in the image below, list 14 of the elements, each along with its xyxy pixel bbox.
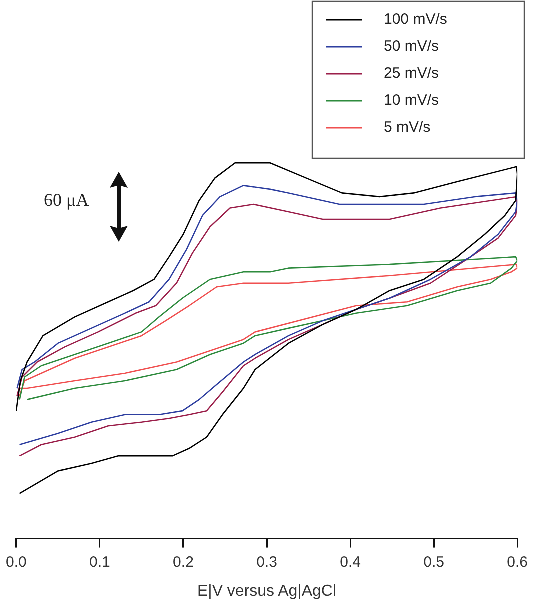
- x-tick-label: 0.0: [6, 554, 27, 571]
- legend-label: 50 mV/s: [384, 38, 440, 56]
- legend-label: 10 mV/s: [384, 92, 440, 110]
- legend-label: 5 mV/s: [384, 119, 431, 136]
- legend-label: 100 mV/s: [384, 11, 448, 28]
- x-tick-label: 0.1: [90, 554, 110, 571]
- annotation: 60 μA: [44, 190, 90, 211]
- x-tick-label: 0.3: [256, 554, 278, 571]
- x-tick-label: 0.5: [424, 554, 444, 571]
- x-tick-label: 0.2: [173, 554, 194, 571]
- x-tick-label: 0.6: [507, 554, 528, 571]
- x-axis-title: E|V versus Ag|AgCl: [197, 582, 337, 600]
- x-tick-label: 0.4: [340, 554, 361, 571]
- legend-label: 25 mV/s: [384, 65, 440, 82]
